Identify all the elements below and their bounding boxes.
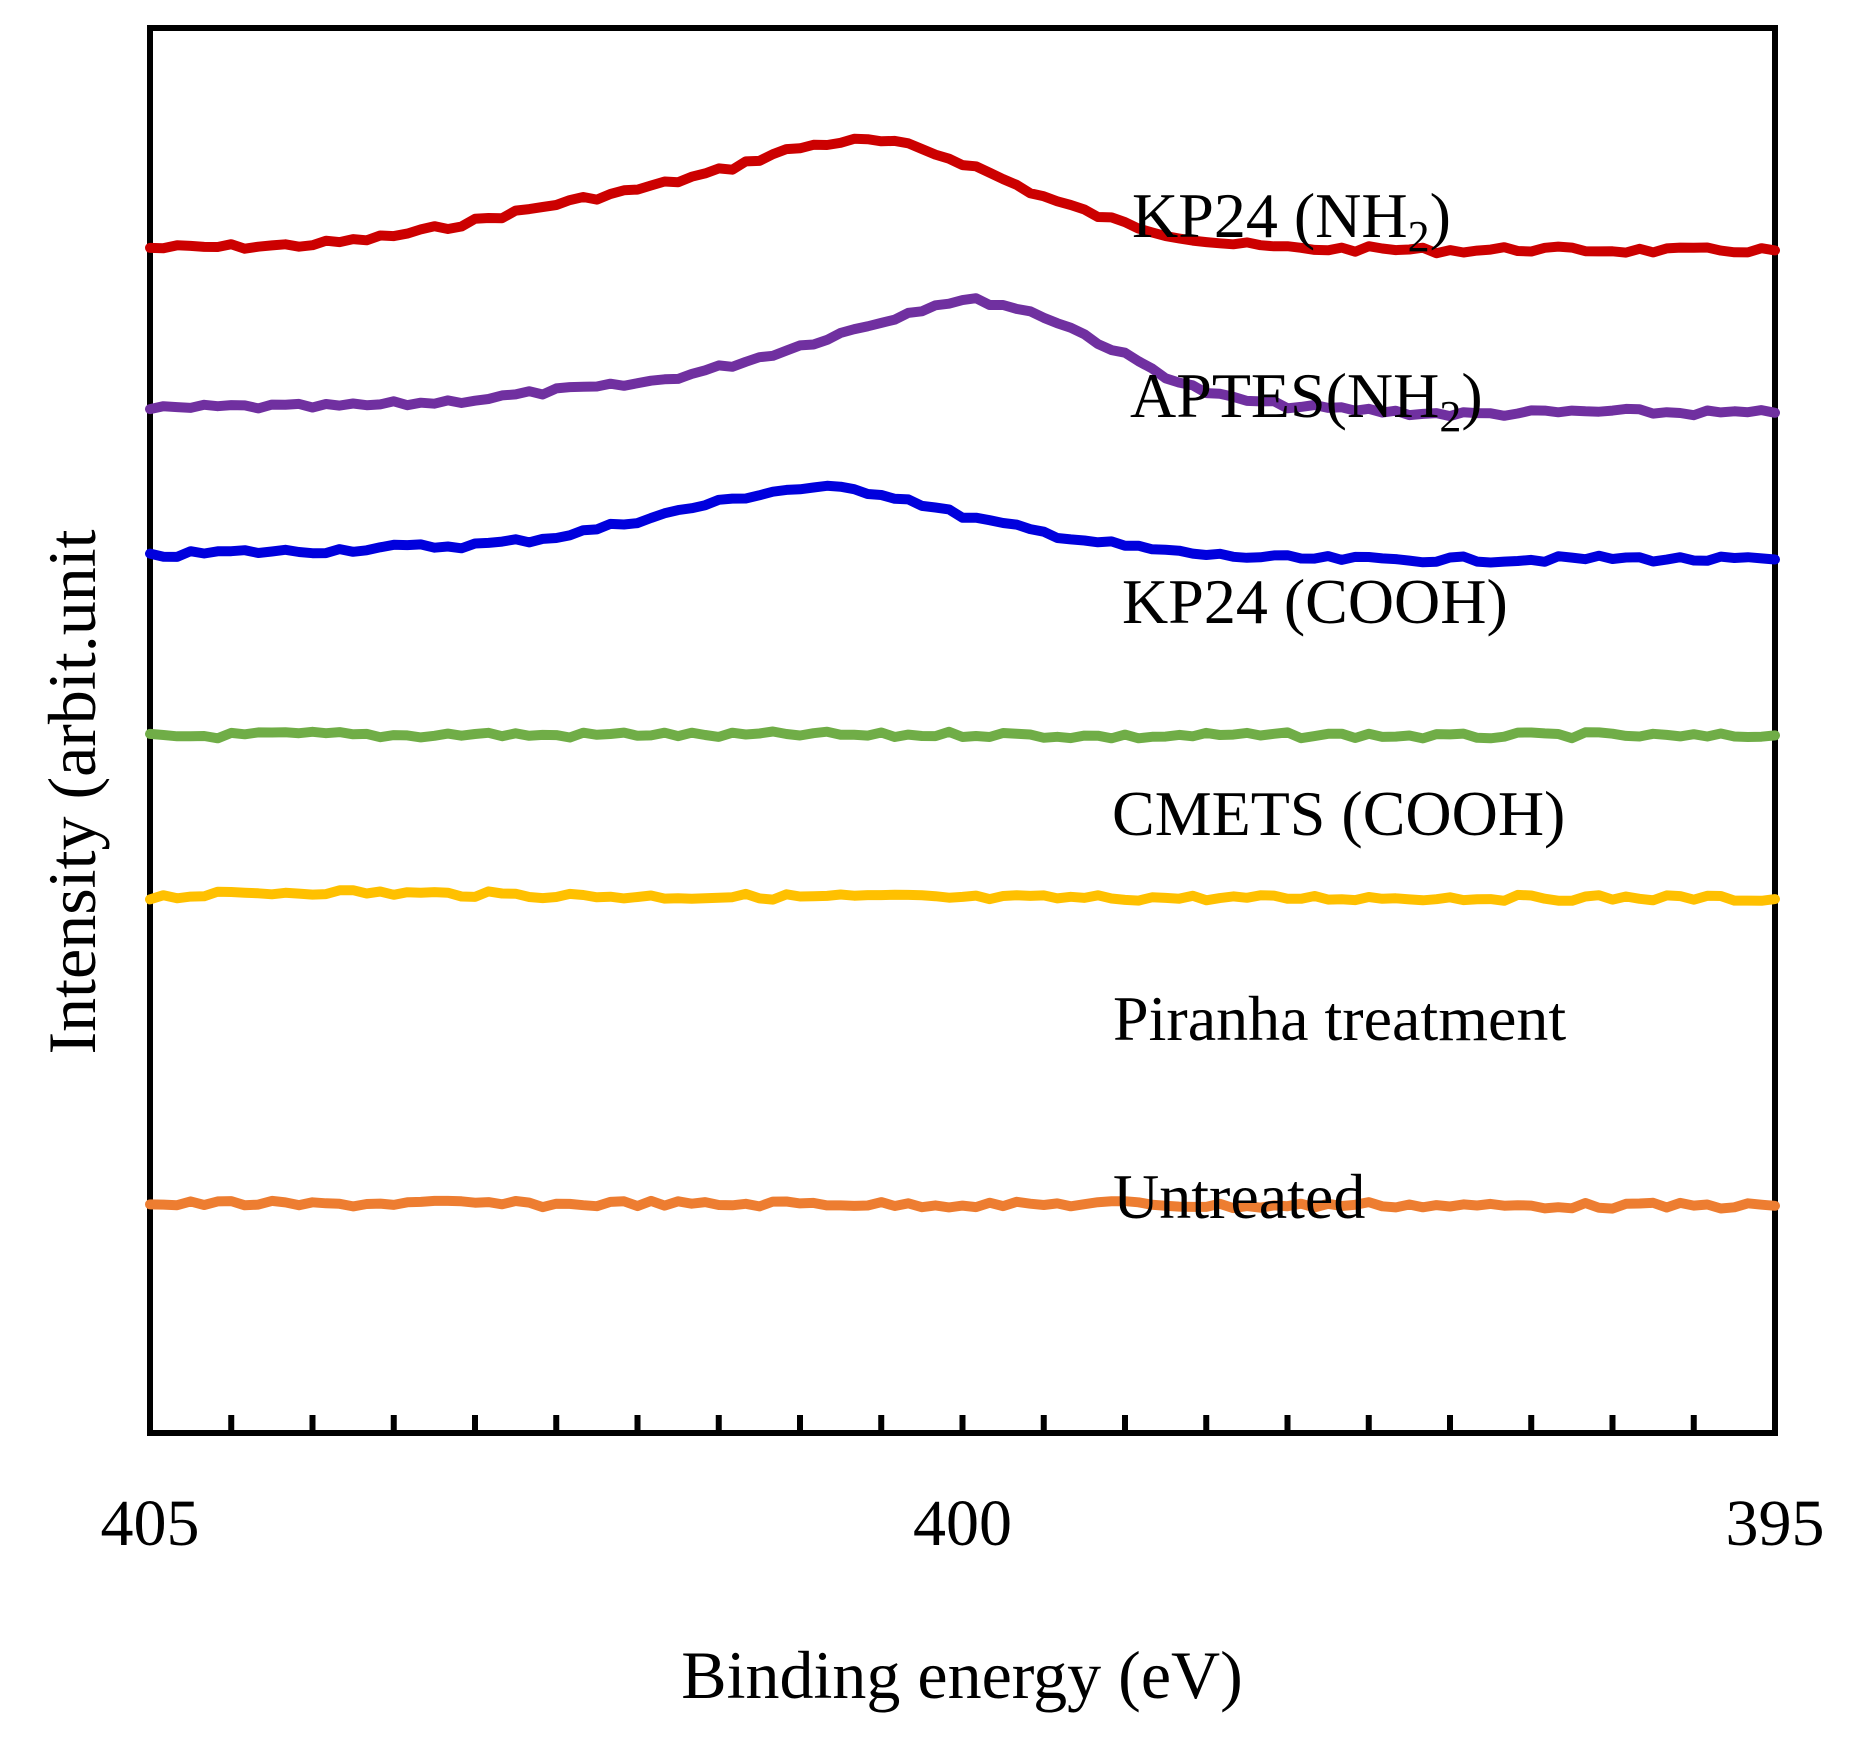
series-line-3 [145,726,1780,744]
series-label-subscript: 2 [1408,212,1430,261]
plot-area [145,25,1780,1436]
series-labels: KP24 (NH2)APTES(NH2)KP24 (COOH)CMETS (CO… [1112,180,1566,1232]
x-axis-title: Binding energy (eV) [681,1637,1243,1713]
y-axis-title: Intensity (arbit.unit [34,529,110,1054]
series-line-0 [145,133,1780,259]
series-label-1: APTES(NH2) [1130,360,1483,441]
series-label-text: APTES(NH [1130,360,1439,431]
series-label-text: Piranha treatment [1113,983,1566,1054]
series-label-subscript: 2 [1439,392,1461,441]
series-label-text: CMETS (COOH) [1112,778,1565,849]
series-label-suffix: ) [1430,180,1451,251]
series-line-5 [145,1195,1780,1214]
series-label-text: Untreated [1113,1161,1365,1232]
series-label-4: Piranha treatment [1113,983,1566,1054]
series-label-2: KP24 (COOH) [1122,566,1508,637]
x-tick-label: 400 [913,1487,1012,1560]
x-tick-label: 395 [1726,1487,1825,1560]
series-label-3: CMETS (COOH) [1112,778,1565,849]
series-line-4 [145,885,1780,906]
x-axis-tick-labels: 405 400 395 [101,1487,1825,1560]
x-axis-ticks [228,1415,1697,1433]
x-tick-label: 405 [101,1487,200,1560]
series-label-text: KP24 (NH [1132,180,1408,251]
series-line-1 [145,293,1780,422]
series-label-5: Untreated [1113,1161,1365,1232]
series-label-suffix: ) [1461,360,1482,431]
series-label-0: KP24 (NH2) [1132,180,1451,261]
series-layer [145,133,1780,1214]
series-label-text: KP24 (COOH) [1122,566,1508,637]
series-line-2 [145,480,1780,568]
